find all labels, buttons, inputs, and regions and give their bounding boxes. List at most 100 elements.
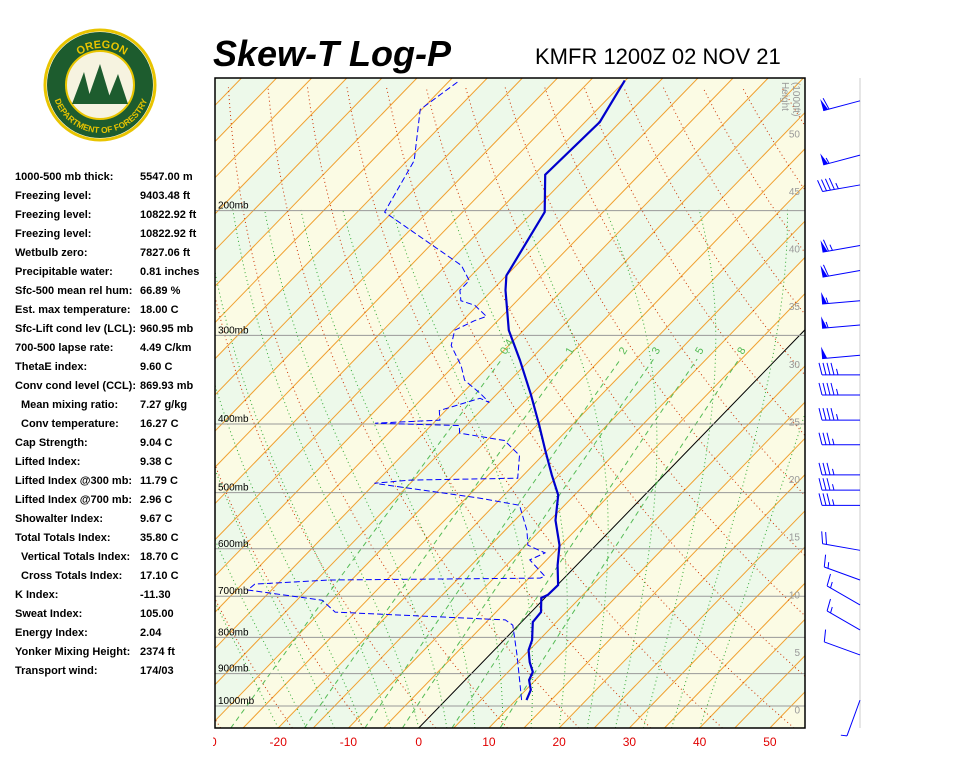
- index-label: Conv cond level (CCL):: [15, 380, 136, 392]
- y2-tick-label: 0: [794, 706, 800, 717]
- wind-barb: [840, 699, 861, 737]
- isotherm: [215, 78, 383, 251]
- index-label: Total Totals Index:: [15, 532, 111, 544]
- moist-adiabat: [605, 208, 658, 728]
- barb-staff: [818, 407, 860, 421]
- index-value: 7.27 g/kg: [140, 399, 187, 411]
- barb-staff: [823, 554, 861, 581]
- dry-adiabat: [544, 87, 805, 497]
- barb-staff: [818, 478, 860, 491]
- moist-adiabat: [215, 269, 392, 728]
- wind-barb: [820, 98, 861, 112]
- index-label: Cap Strength:: [15, 437, 88, 449]
- mixing-ratio-label: 8: [735, 345, 748, 356]
- isotherm: [348, 256, 805, 728]
- index-label: Sweat Index:: [15, 608, 82, 620]
- y-tick-label: 1000mb: [218, 696, 255, 707]
- y2-tick-label: 5: [794, 648, 800, 659]
- isotherm: [840, 78, 960, 728]
- index-value: 869.93 mb: [140, 380, 193, 392]
- isotherm: [593, 510, 805, 728]
- isotherm: [804, 727, 805, 728]
- index-label: Cross Totals Index:: [21, 570, 122, 582]
- barb-staff: [818, 493, 860, 506]
- index-value: 9.67 C: [140, 513, 172, 525]
- plot-frame: [214, 77, 806, 729]
- wind-barb: [817, 177, 861, 193]
- index-label: Est. max temperature:: [15, 304, 131, 316]
- x-tick-label: 50: [763, 735, 777, 749]
- index-value: 10822.92 ft: [140, 228, 197, 240]
- y2-tick-label: 10: [789, 590, 801, 601]
- moist-adiabat: [391, 208, 534, 728]
- isotherm: [215, 78, 629, 505]
- isotherm-band: [769, 691, 805, 728]
- barb-staff: [818, 462, 860, 476]
- index-label: Wetbulb zero:: [15, 247, 88, 259]
- index-value: 9403.48 ft: [140, 190, 190, 202]
- isotherm: [664, 582, 805, 728]
- index-label: 700-500 lapse rate:: [15, 342, 113, 354]
- index-value: 174/03: [140, 665, 174, 677]
- barb-staff: [826, 598, 861, 631]
- index-label: Freezing level:: [15, 209, 91, 221]
- isotherm: [488, 401, 805, 728]
- barb-staff: [822, 264, 861, 278]
- x-tick-label: 40: [693, 735, 707, 749]
- index-label: Yonker Mixing Height:: [15, 646, 130, 658]
- index-label: Precipitable water:: [15, 266, 113, 278]
- index-value: 5547.00 m: [140, 171, 193, 183]
- index-value: 0.81 inches: [140, 266, 199, 278]
- index-value: 9.38 C: [140, 456, 172, 468]
- index-label: Conv temperature:: [21, 418, 119, 430]
- index-value: 35.80 C: [140, 532, 179, 544]
- wind-barb: [818, 407, 860, 421]
- barb-pennant: [821, 316, 828, 329]
- barb-pennant: [821, 346, 828, 359]
- index-label: ThetaE index:: [15, 361, 87, 373]
- y2-axis-label: Height: [779, 82, 790, 111]
- y-tick-label: 300mb: [218, 325, 249, 336]
- index-value: 2.04: [140, 627, 162, 639]
- dry-adiabat: [781, 87, 805, 127]
- y2-tick-label: 30: [789, 360, 801, 371]
- barb-staff: [817, 177, 861, 193]
- y2-tick-label: 45: [789, 187, 801, 198]
- index-value: 960.95 mb: [140, 323, 193, 335]
- index-value: 10822.92 ft: [140, 209, 197, 221]
- wind-barb: [826, 573, 861, 606]
- index-label: 1000-500 mb thick:: [15, 171, 113, 183]
- isotherm: [215, 78, 488, 360]
- mixing-ratio-label: 3: [650, 345, 663, 356]
- wind-barb: [818, 493, 860, 506]
- index-label: Sfc-Lift cond lev (LCL):: [15, 323, 136, 335]
- y-tick-label: 400mb: [218, 414, 249, 425]
- plot-area: [215, 79, 805, 707]
- barb-staff: [822, 321, 861, 329]
- wind-barb: [818, 432, 860, 446]
- index-value: 2374 ft: [140, 646, 175, 658]
- x-tick-label: 20: [552, 735, 566, 749]
- index-value: 18.70 C: [140, 551, 179, 563]
- isotherm: [215, 78, 593, 468]
- barb-staff: [818, 362, 860, 376]
- x-tick-label: -10: [340, 735, 358, 749]
- mixing-ratio-label: 1: [563, 345, 576, 356]
- y-tick-label: 500mb: [218, 483, 249, 494]
- index-label: Mean mixing ratio:: [21, 399, 118, 411]
- index-value: 4.49 C/km: [140, 342, 192, 354]
- isotherm: [215, 78, 804, 686]
- index-value: 9.60 C: [140, 361, 172, 373]
- isotherm: [215, 78, 453, 324]
- y2-tick-label: 35: [789, 302, 801, 313]
- index-label: Energy Index:: [15, 627, 88, 639]
- isotherm: [558, 473, 805, 728]
- index-label: Lifted Index @300 mb:: [15, 475, 132, 487]
- x-tick-label: 0: [415, 735, 422, 749]
- index-value: 66.89 %: [140, 285, 181, 297]
- logo-top-text: OREGON: [75, 39, 130, 58]
- index-value: -11.30: [140, 589, 171, 601]
- index-value: 9.04 C: [140, 437, 172, 449]
- barb-staff: [821, 531, 861, 551]
